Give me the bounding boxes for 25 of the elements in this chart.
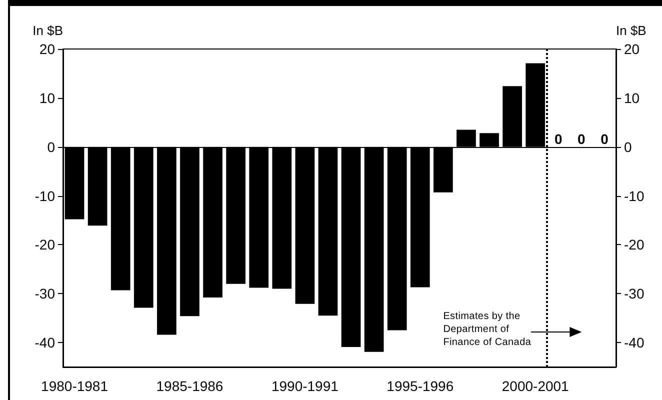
x-tick-label: 1985-1986 <box>156 378 224 394</box>
data-label: 0 <box>554 130 562 147</box>
x-tick-label: 1995-1996 <box>386 378 454 394</box>
y-tick-label: -20 <box>34 236 56 253</box>
x-tick-label: 2000-2001 <box>502 378 570 394</box>
y-tick-label: 20 <box>39 41 56 57</box>
y2-axis-title: In $B <box>616 23 646 38</box>
y2-tick-label: 20 <box>624 41 640 57</box>
x-tick-label: 1980-1981 <box>41 378 108 394</box>
y2-tick-label: -10 <box>624 188 644 204</box>
y2-tick-label: 0 <box>624 138 632 155</box>
y2-tick-label: -30 <box>624 286 644 302</box>
y-tick-label: -10 <box>34 188 56 204</box>
y2-tick-label: -40 <box>624 334 644 351</box>
x-tick-label: 1990-1991 <box>271 378 339 394</box>
y-tick-label: 10 <box>39 90 56 106</box>
y-axis-title: In $B <box>32 23 63 38</box>
y-tick-label: -40 <box>34 334 56 351</box>
data-label: 0 <box>600 130 609 147</box>
annotation: Estimates by the Department of Finance of Canada <box>443 310 532 350</box>
y2-tick-label: -20 <box>624 236 644 253</box>
data-label: 0 <box>578 130 586 147</box>
y-tick-label: 0 <box>47 138 56 155</box>
y2-tick-label: 10 <box>624 90 640 106</box>
y-tick-label: -30 <box>34 286 56 302</box>
